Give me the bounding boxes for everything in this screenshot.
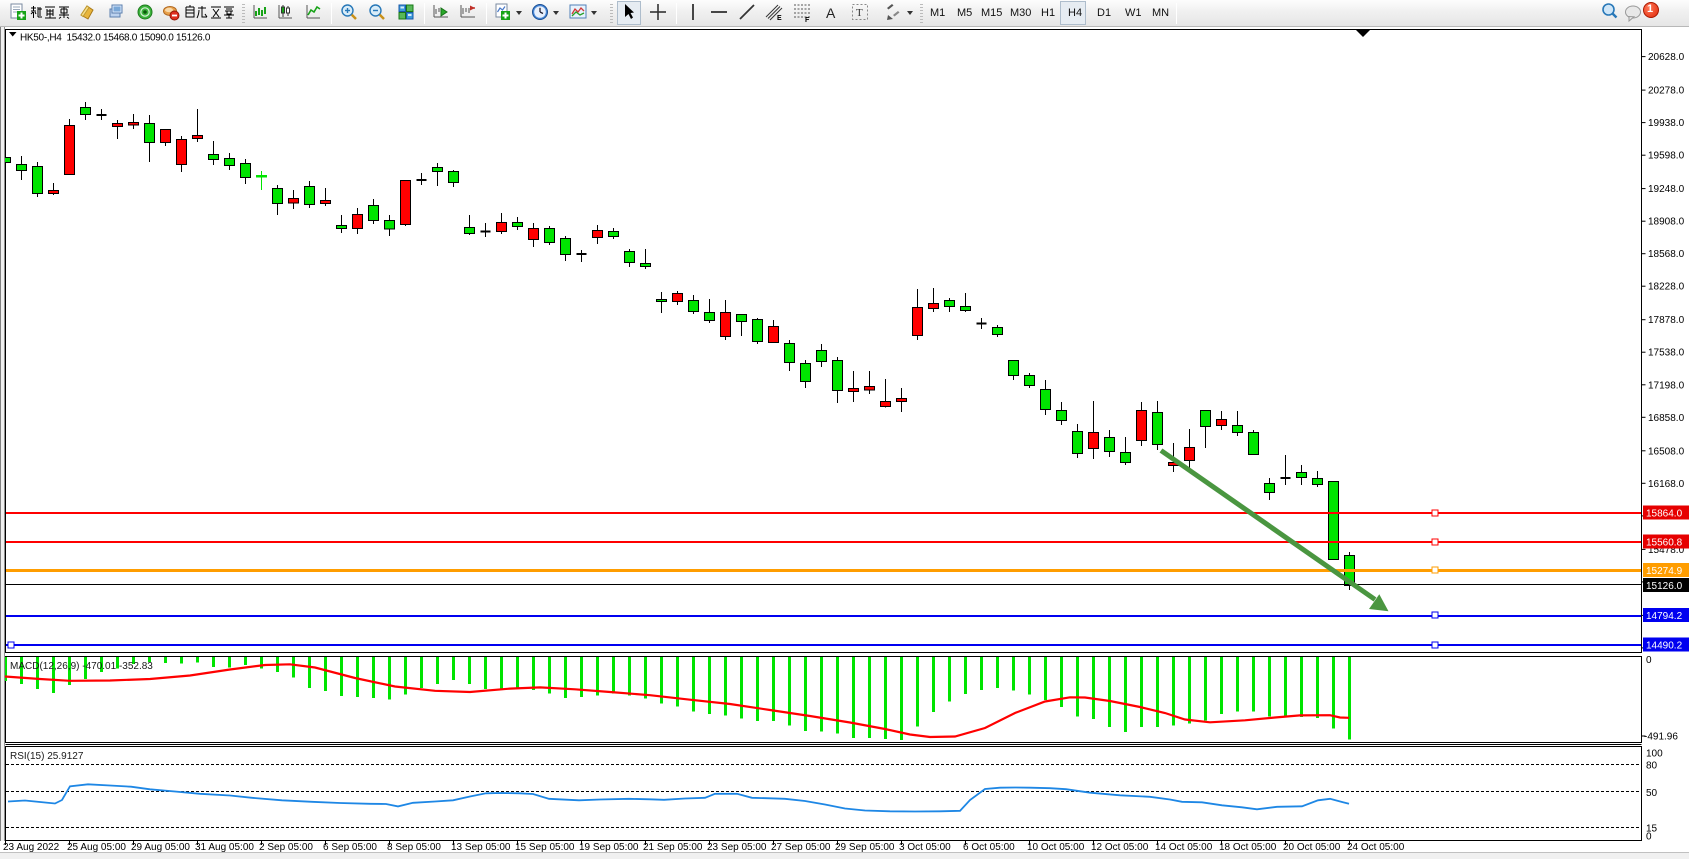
svg-text:15560.8: 15560.8 (1646, 538, 1683, 549)
svg-text:20628.0: 20628.0 (1648, 52, 1685, 63)
svg-text:29 Aug 05:00: 29 Aug 05:00 (131, 842, 190, 853)
svg-text:23 Sep 05:00: 23 Sep 05:00 (707, 842, 767, 853)
svg-text:24 Oct 05:00: 24 Oct 05:00 (1347, 842, 1405, 853)
svg-text:HK50-,H4 15432.0 15468.0 1509: HK50-,H4 15432.0 15468.0 15090.0 15126.0 (20, 33, 211, 44)
svg-text:19598.0: 19598.0 (1648, 151, 1685, 162)
svg-text:15864.0: 15864.0 (1646, 509, 1683, 520)
svg-text:6 Oct 05:00: 6 Oct 05:00 (963, 842, 1015, 853)
svg-text:17198.0: 17198.0 (1648, 380, 1685, 391)
svg-text:18 Oct 05:00: 18 Oct 05:00 (1219, 842, 1277, 853)
svg-text:2 Sep 05:00: 2 Sep 05:00 (259, 842, 313, 853)
svg-text:15274.9: 15274.9 (1646, 566, 1683, 577)
svg-text:15 Sep 05:00: 15 Sep 05:00 (515, 842, 575, 853)
svg-text:15126.0: 15126.0 (1646, 581, 1683, 592)
svg-text:29 Sep 05:00: 29 Sep 05:00 (835, 842, 895, 853)
svg-text:3 Oct 05:00: 3 Oct 05:00 (899, 842, 951, 853)
svg-text:6 Sep 05:00: 6 Sep 05:00 (323, 842, 377, 853)
svg-text:31 Aug 05:00: 31 Aug 05:00 (195, 842, 254, 853)
svg-text:21 Sep 05:00: 21 Sep 05:00 (643, 842, 703, 853)
svg-text:18568.0: 18568.0 (1648, 249, 1685, 260)
svg-text:23 Aug 2022: 23 Aug 2022 (3, 842, 60, 853)
svg-text:RSI(15) 25.9127: RSI(15) 25.9127 (10, 751, 84, 762)
svg-text:MACD(12,26,9) -470.01 -352.83: MACD(12,26,9) -470.01 -352.83 (10, 661, 153, 672)
svg-text:17878.0: 17878.0 (1648, 315, 1685, 326)
svg-text:50: 50 (1646, 788, 1658, 799)
svg-text:20 Oct 05:00: 20 Oct 05:00 (1283, 842, 1341, 853)
svg-text:15: 15 (1646, 824, 1658, 835)
svg-text:12 Oct 05:00: 12 Oct 05:00 (1091, 842, 1149, 853)
svg-text:13 Sep 05:00: 13 Sep 05:00 (451, 842, 511, 853)
svg-text:80: 80 (1646, 761, 1658, 772)
svg-text:14490.2: 14490.2 (1646, 641, 1683, 652)
svg-text:F: F (805, 17, 810, 23)
svg-text:100: 100 (1646, 749, 1663, 760)
svg-text:19248.0: 19248.0 (1648, 184, 1685, 195)
svg-text:27 Sep 05:00: 27 Sep 05:00 (771, 842, 831, 853)
svg-text:0: 0 (1646, 655, 1652, 666)
svg-text:15478.0: 15478.0 (1648, 545, 1685, 556)
svg-text:-491.96: -491.96 (1644, 732, 1678, 743)
svg-text:19 Sep 05:00: 19 Sep 05:00 (579, 842, 639, 853)
svg-text:16858.0: 16858.0 (1648, 413, 1685, 424)
svg-text:20278.0: 20278.0 (1648, 86, 1685, 97)
svg-text:25 Aug 05:00: 25 Aug 05:00 (67, 842, 126, 853)
svg-text:0: 0 (1646, 832, 1652, 843)
svg-text:19938.0: 19938.0 (1648, 118, 1685, 129)
svg-text:18228.0: 18228.0 (1648, 282, 1685, 293)
svg-text:14794.2: 14794.2 (1646, 611, 1683, 622)
svg-text:T: T (856, 7, 863, 19)
svg-text:14 Oct 05:00: 14 Oct 05:00 (1155, 842, 1213, 853)
svg-text:18908.0: 18908.0 (1648, 217, 1685, 228)
svg-text:10 Oct 05:00: 10 Oct 05:00 (1027, 842, 1085, 853)
svg-text:16508.0: 16508.0 (1648, 446, 1685, 457)
svg-text:8 Sep 05:00: 8 Sep 05:00 (387, 842, 441, 853)
svg-text:16168.0: 16168.0 (1648, 479, 1685, 490)
svg-text:17538.0: 17538.0 (1648, 348, 1685, 359)
svg-text:E: E (777, 15, 782, 22)
